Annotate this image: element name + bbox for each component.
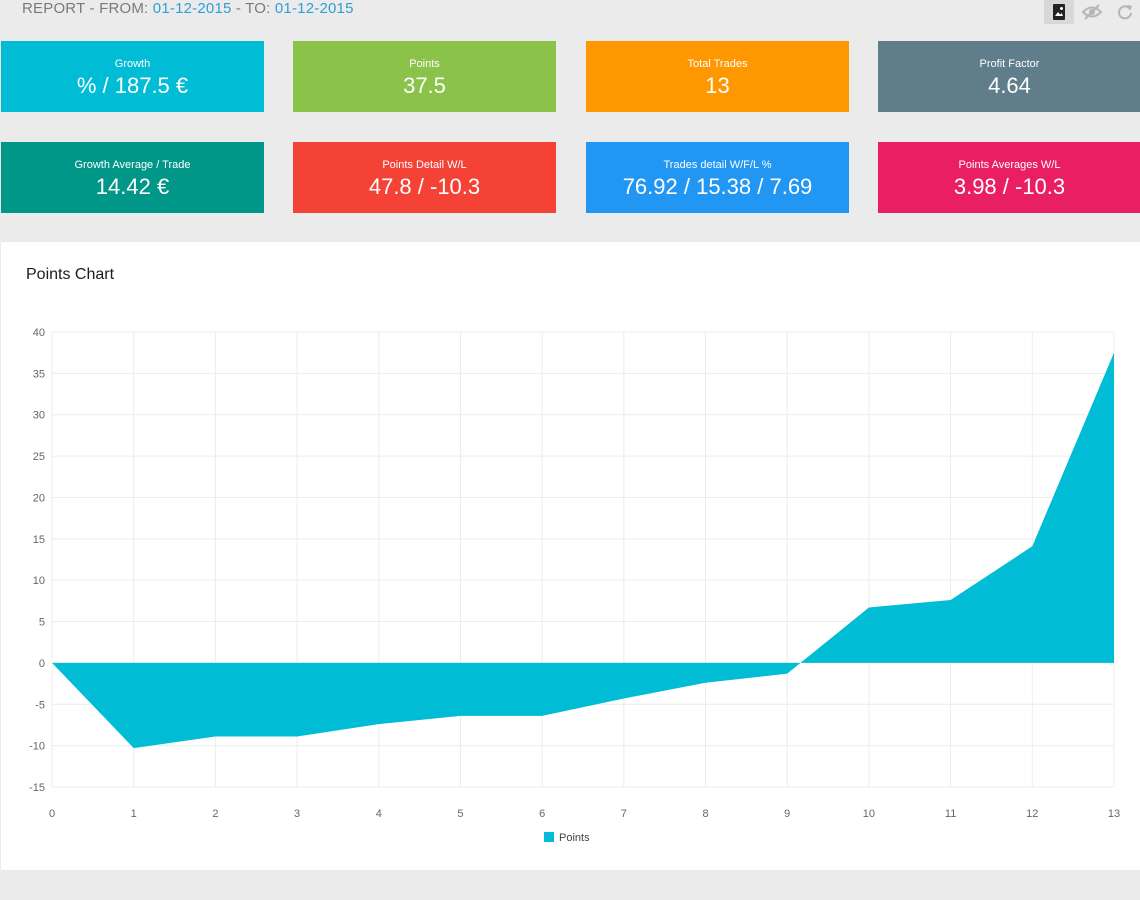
bookmark-image-icon[interactable] bbox=[1044, 0, 1074, 24]
card-points-averages: Points Averages W/L 3.98 / -10.3 bbox=[878, 142, 1140, 213]
x-tick-label: 4 bbox=[376, 808, 382, 820]
y-tick-label: 5 bbox=[39, 617, 45, 629]
y-tick-label: 35 bbox=[33, 368, 45, 380]
x-tick-label: 9 bbox=[784, 808, 790, 820]
toolbar bbox=[1041, 0, 1140, 24]
report-header: REPORT - FROM: 01-12-2015 - TO: 01-12-20… bbox=[0, 0, 1140, 24]
y-tick-label: -15 bbox=[29, 782, 45, 794]
card-value: 3.98 / -10.3 bbox=[953, 174, 1066, 199]
x-tick-label: 7 bbox=[621, 808, 627, 820]
card-value: 37.5 bbox=[403, 73, 446, 98]
x-tick-label: 5 bbox=[457, 808, 463, 820]
card-value: 14.42 € bbox=[95, 174, 170, 199]
series-area-points bbox=[52, 352, 1114, 749]
report-title: REPORT - FROM: 01-12-2015 - TO: 01-12-20… bbox=[22, 0, 354, 17]
y-tick-label: 10 bbox=[33, 575, 45, 587]
x-tick-label: 13 bbox=[1108, 808, 1120, 820]
y-tick-label: 20 bbox=[33, 492, 45, 504]
card-growth-average: Growth Average / Trade 14.42 € bbox=[1, 142, 264, 213]
card-profit-factor: Profit Factor 4.64 bbox=[878, 41, 1140, 112]
legend-label: Points bbox=[559, 832, 590, 844]
x-tick-label: 12 bbox=[1026, 808, 1038, 820]
report-middle: - TO: bbox=[231, 0, 275, 17]
card-total-trades: Total Trades 13 bbox=[586, 41, 849, 112]
card-value: 4.64 bbox=[988, 73, 1031, 98]
y-tick-label: 0 bbox=[39, 658, 45, 670]
card-label: Trades detail W/F/L % bbox=[663, 159, 772, 171]
x-tick-label: 11 bbox=[945, 808, 956, 820]
y-tick-label: 25 bbox=[33, 451, 45, 463]
card-trades-detail: Trades detail W/F/L % 76.92 / 15.38 / 7.… bbox=[586, 142, 849, 213]
report-prefix: REPORT - FROM: bbox=[22, 0, 153, 17]
card-label: Profit Factor bbox=[979, 58, 1040, 70]
y-tick-label: 30 bbox=[33, 410, 45, 422]
card-value: % / 187.5 € bbox=[76, 73, 189, 98]
y-tick-label: -10 bbox=[29, 741, 45, 753]
eye-off-icon[interactable] bbox=[1077, 0, 1107, 24]
y-tick-label: -5 bbox=[35, 699, 45, 711]
chart-title: Points Chart bbox=[26, 266, 115, 283]
points-chart-panel: Points Chart 40 35 30 25 20 15 10 5 0 -5 -10 -15 0 1 2… bbox=[1, 242, 1140, 870]
from-date[interactable]: 01-12-2015 bbox=[152, 0, 232, 17]
card-label: Points bbox=[409, 58, 440, 70]
y-tick-label: 15 bbox=[33, 534, 45, 546]
to-date[interactable]: 01-12-2015 bbox=[274, 0, 354, 17]
card-label: Points Averages W/L bbox=[958, 159, 1061, 171]
card-label: Points Detail W/L bbox=[382, 159, 467, 171]
legend-swatch bbox=[544, 832, 554, 842]
card-value: 47.8 / -10.3 bbox=[368, 174, 481, 199]
x-tick-label: 8 bbox=[702, 808, 708, 820]
x-tick-label: 6 bbox=[539, 808, 545, 820]
refresh-icon[interactable] bbox=[1110, 0, 1140, 24]
card-value: 76.92 / 15.38 / 7.69 bbox=[622, 174, 813, 199]
card-label: Growth Average / Trade bbox=[74, 159, 191, 171]
card-label: Total Trades bbox=[687, 58, 748, 70]
y-tick-label: 40 bbox=[33, 327, 45, 339]
card-growth: Growth % / 187.5 € bbox=[1, 41, 264, 112]
card-points: Points 37.5 bbox=[293, 41, 556, 112]
card-value: 13 bbox=[705, 73, 730, 98]
card-points-detail: Points Detail W/L 47.8 / -10.3 bbox=[293, 142, 556, 213]
x-tick-label: 1 bbox=[131, 808, 137, 820]
x-tick-label: 2 bbox=[212, 808, 218, 820]
x-tick-label: 0 bbox=[49, 808, 55, 820]
card-label: Growth bbox=[114, 58, 151, 70]
x-tick-label: 3 bbox=[294, 808, 300, 820]
x-tick-label: 10 bbox=[863, 808, 875, 820]
